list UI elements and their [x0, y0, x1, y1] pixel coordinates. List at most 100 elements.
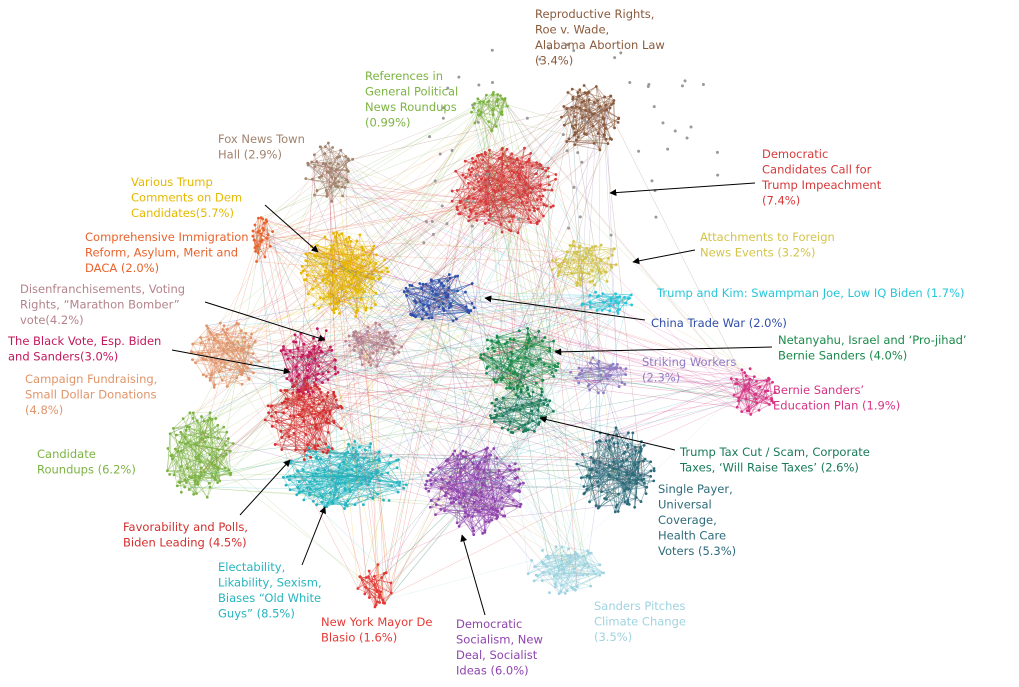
edge: [586, 118, 590, 135]
node: [608, 368, 612, 371]
node: [594, 290, 597, 294]
edge: [324, 153, 336, 179]
node: [579, 283, 582, 287]
node: [235, 321, 239, 325]
edge: [486, 166, 491, 211]
edge: [530, 189, 553, 194]
edge: [252, 222, 265, 232]
edge: [572, 97, 575, 129]
node: [577, 381, 581, 385]
node: [458, 212, 462, 216]
node: [175, 484, 179, 488]
edge: [308, 293, 331, 305]
node: [599, 243, 603, 247]
node: [604, 127, 608, 130]
node: [528, 208, 532, 212]
edge: [457, 209, 469, 222]
edge: [492, 164, 503, 191]
node: [313, 165, 317, 168]
node: [496, 98, 500, 101]
node: [497, 188, 500, 192]
edge: [283, 349, 332, 351]
node: [286, 368, 290, 372]
node: [217, 346, 220, 350]
node: [467, 215, 471, 219]
edge: [356, 326, 369, 341]
edge: [293, 333, 302, 342]
node: [475, 219, 479, 222]
node: [513, 185, 517, 189]
node: [572, 258, 576, 262]
node: [414, 301, 418, 305]
node: [510, 169, 514, 173]
edge: [487, 101, 494, 115]
node: [470, 110, 473, 114]
node: [551, 259, 554, 262]
node: [351, 157, 355, 161]
node: [484, 184, 488, 188]
node: [418, 282, 422, 285]
node: [304, 278, 308, 282]
node: [418, 300, 422, 303]
edge: [517, 388, 529, 395]
node: [608, 364, 612, 368]
node: [487, 120, 491, 124]
node: [206, 435, 210, 439]
edge: [306, 236, 336, 276]
edge: [339, 156, 348, 170]
edge: [561, 110, 586, 118]
node: [377, 277, 381, 281]
node: [337, 301, 340, 305]
node: [209, 332, 213, 336]
edge: [252, 162, 331, 232]
node: [616, 311, 620, 315]
node: [525, 160, 529, 164]
node: [533, 209, 536, 213]
node: [354, 315, 358, 318]
node: [454, 275, 457, 278]
node: [424, 282, 428, 286]
node: [469, 170, 473, 174]
edge: [195, 362, 204, 375]
node: [223, 466, 227, 470]
node: [450, 189, 454, 193]
edge: [500, 187, 530, 225]
node: [288, 349, 292, 353]
edge: [567, 92, 619, 119]
edge: [305, 279, 335, 313]
edge: [577, 248, 615, 253]
edge: [503, 198, 538, 225]
node: [251, 234, 255, 238]
edge: [376, 342, 394, 352]
node: [340, 232, 344, 236]
node: [525, 201, 529, 205]
node: [506, 164, 509, 168]
node: [588, 305, 592, 309]
edge: [311, 246, 347, 292]
edge: [527, 328, 555, 366]
edge: [579, 280, 595, 286]
edge: [431, 283, 442, 318]
node: [178, 440, 182, 444]
edge: [312, 179, 318, 191]
node: [236, 346, 240, 350]
node: [588, 248, 592, 251]
node: [591, 112, 595, 116]
node: [516, 174, 520, 178]
node: [344, 237, 348, 241]
edge: [341, 277, 372, 289]
node: [313, 357, 317, 360]
node: [609, 296, 613, 300]
node: [608, 304, 611, 308]
node: [337, 297, 341, 300]
edge: [496, 350, 557, 368]
node: [187, 425, 191, 429]
node: [565, 107, 569, 111]
node: [239, 349, 243, 353]
node: [361, 341, 365, 344]
edge: [483, 354, 537, 384]
edge: [529, 178, 556, 189]
edge: [345, 340, 399, 353]
edge: [447, 276, 456, 281]
node: [347, 334, 351, 338]
